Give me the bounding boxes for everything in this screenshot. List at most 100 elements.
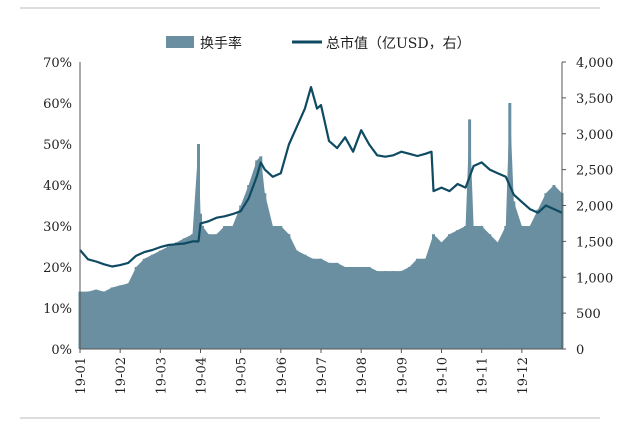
turnover-bar [512,201,516,349]
left-tick-label: 50% [43,138,72,153]
x-tick-label: 19-05 [235,357,250,394]
turnover-bar [440,242,443,349]
turnover-bar [536,209,540,349]
right-tick-label: 2,000 [576,200,613,215]
turnover-bar [158,250,162,349]
turnover-area-layer [78,103,564,350]
turnover-bar [544,193,548,349]
turnover-bar [464,226,468,349]
market-cap-line [79,85,563,268]
turnover-bar [448,234,451,349]
turnover-bar [118,285,122,349]
x-tick-label: 19-06 [275,357,290,394]
turnover-bar [552,185,556,349]
turnover-bar [239,205,243,349]
x-tick-label: 19-09 [395,357,410,394]
left-tick-label: 60% [43,97,72,112]
right-axis-ticks: 0 500 1,000 1,500 2,000 2,500 3,000 3,500 4,000 [562,56,613,358]
turnover-bar [174,242,178,349]
turnover-bar [327,262,331,349]
turnover-bar [367,267,371,349]
turnover-bar [223,226,227,349]
legend-bar-label: 换手率 [200,35,242,52]
right-tick-label: 4,000 [576,56,613,71]
turnover-bar [197,144,200,349]
turnover-bar [399,271,403,349]
turnover-bar [480,226,484,349]
turnover-bar [182,238,186,349]
right-tick-label: 3,000 [576,128,613,143]
turnover-bar [383,271,387,349]
legend-bar-swatch [166,36,194,48]
turnover-bar [335,262,339,349]
right-tick-label: 500 [576,307,601,322]
x-tick-label: 19-08 [355,357,370,394]
turnover-bar [311,258,315,349]
turnover-bar [375,271,379,349]
turnover-bar [201,226,204,349]
x-axis-ticks: 19-01 19-02 19-03 19-04 19-05 19-06 19-07 19-08… [74,349,531,394]
turnover-bar [343,267,347,349]
right-tick-label: 3,500 [576,92,613,107]
turnover-bar [94,289,98,349]
turnover-bar [263,193,267,349]
turnover-bar [231,226,235,349]
left-axis-ticks: 0% 10% 20% 30% 40% 50% 60% 70% [43,56,72,358]
left-tick-label: 20% [43,261,72,276]
turnover-bar [407,267,411,349]
turnover-bar [259,156,263,349]
turnover-bar [468,119,472,350]
turnover-bar [86,291,90,349]
turnover-bar [247,185,251,349]
left-tick-label: 0% [51,343,72,358]
turnover-bar [319,258,323,349]
market-cap-line-layer [79,85,563,268]
turnover-bar [488,234,492,349]
turnover-bar [142,258,146,349]
x-tick-label: 19-03 [154,357,169,394]
x-tick-label: 19-12 [516,357,531,394]
left-tick-label: 10% [43,302,72,317]
left-tick-label: 30% [43,220,72,235]
turnover-bar [126,283,130,349]
x-tick-label: 19-11 [476,357,491,394]
turnover-bar [166,246,170,349]
x-tick-label: 19-01 [74,357,89,394]
right-tick-label: 2,500 [576,164,613,179]
turnover-bar [391,271,395,349]
left-tick-label: 70% [43,56,72,71]
turnover-bar [287,234,291,349]
right-tick-label: 1,000 [576,271,613,286]
turnover-bar [496,242,500,349]
turnover-bar [207,234,210,349]
turnover-bar [472,226,476,349]
turnover-bar [295,250,299,349]
x-tick-label: 19-02 [114,357,129,394]
turnover-bar [191,234,194,349]
x-tick-label: 19-07 [315,357,330,394]
turnover-bar [199,213,202,349]
right-tick-label: 0 [576,343,584,358]
turnover-bar [102,291,106,349]
legend-line-label: 总市值（亿USD，右） [326,35,471,52]
turnover-bar [359,267,363,349]
turnover-bar [432,234,435,349]
x-tick-label: 19-04 [195,357,210,394]
turnover-bar [520,226,524,349]
turnover-bar [303,254,307,349]
turnover-bar [271,226,275,349]
x-tick-label: 19-10 [436,357,451,394]
turnover-bar [279,226,283,349]
turnover-bar [255,160,259,349]
turnover-bar [456,230,460,349]
turnover-bar [351,267,355,349]
turnover-bar [528,226,532,349]
left-tick-label: 40% [43,179,72,194]
turnover-bar [215,234,219,349]
turnover-bar [508,103,512,349]
turnover-bar [110,287,114,349]
turnover-bar [415,258,419,349]
legend: 换手率 总市值（亿USD，右） [166,35,471,52]
